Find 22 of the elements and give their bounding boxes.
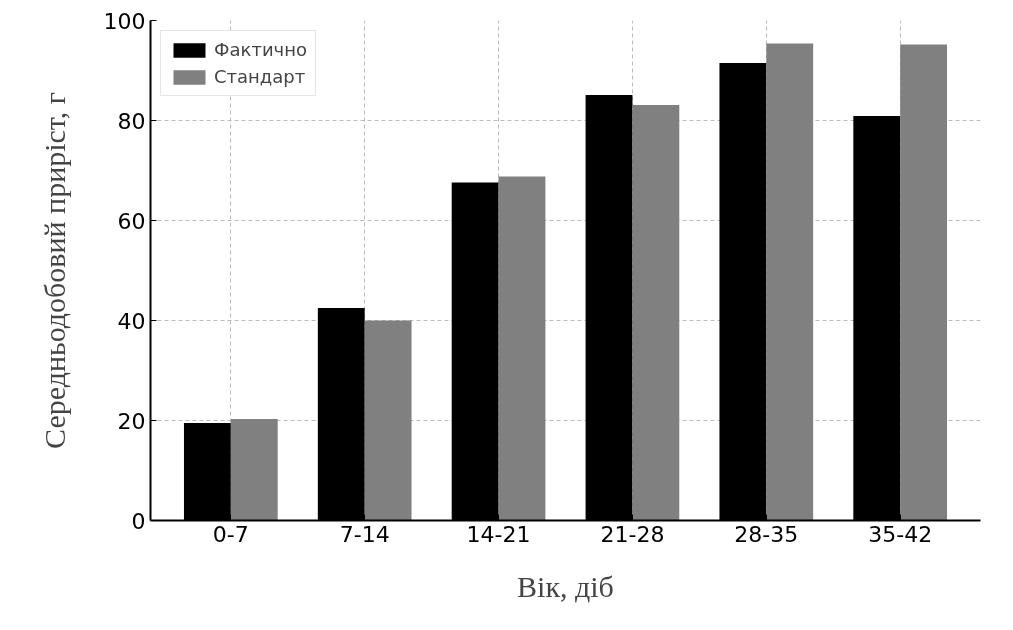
x-tick-label: 0-7 bbox=[212, 521, 249, 547]
y-tick-label: 60 bbox=[117, 208, 146, 234]
bar bbox=[900, 44, 948, 521]
y-tick-label: 20 bbox=[117, 408, 146, 434]
x-tick-label: 21-28 bbox=[600, 521, 665, 547]
x-tick-label: 14-21 bbox=[466, 521, 531, 547]
x-tick-label: 7-14 bbox=[339, 521, 390, 547]
bar bbox=[364, 320, 412, 521]
x-tick-label: 35-42 bbox=[868, 521, 933, 547]
x-axis-title: Вік, діб bbox=[517, 569, 614, 603]
y-tick-label: 0 bbox=[131, 508, 146, 534]
legend-label: Фактично bbox=[214, 39, 307, 60]
x-tick-label: 28-35 bbox=[734, 521, 799, 547]
bar bbox=[230, 419, 278, 521]
y-tick-label: 40 bbox=[117, 308, 146, 334]
y-tick-label: 80 bbox=[117, 108, 146, 134]
y-tick-label: 100 bbox=[103, 8, 146, 34]
bar bbox=[766, 43, 814, 521]
bar bbox=[632, 105, 680, 521]
bar bbox=[498, 176, 546, 521]
legend-label: Стандарт bbox=[214, 66, 306, 87]
y-axis-title: Середньодобовий приріст, г bbox=[37, 92, 71, 449]
